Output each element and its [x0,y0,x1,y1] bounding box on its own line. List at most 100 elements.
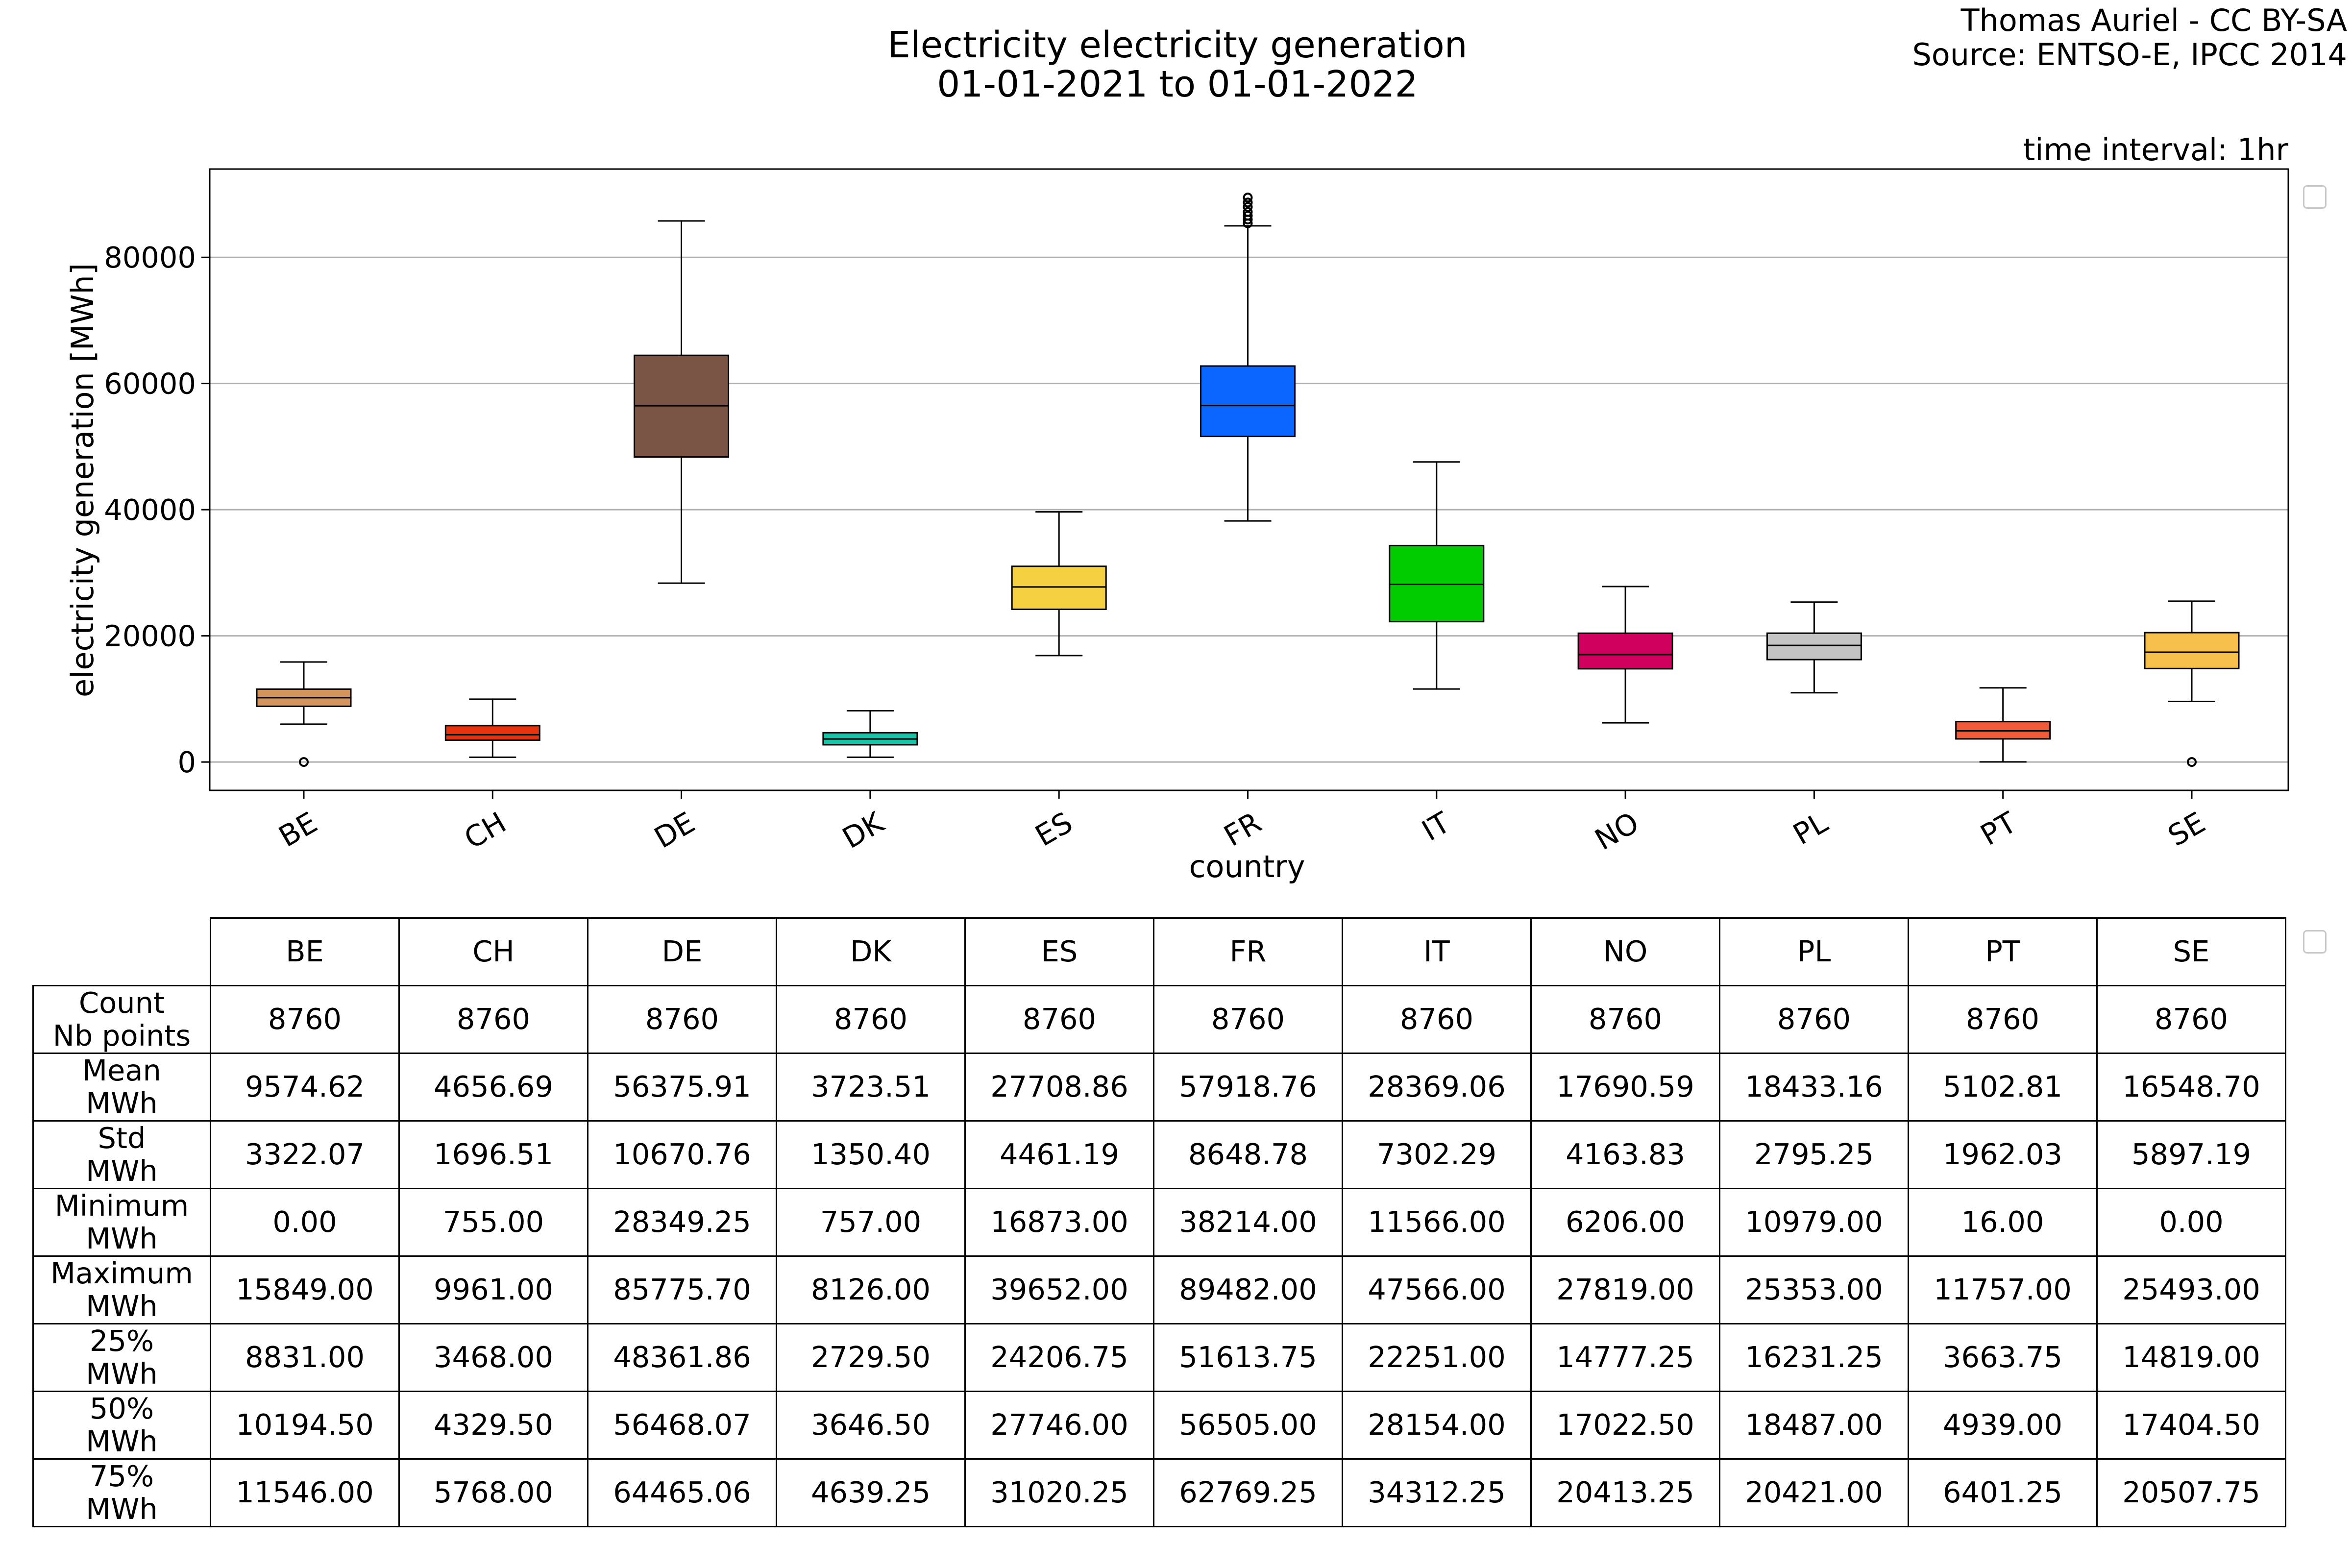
statistics-table: BE CH DE DK ES FR IT NO PL PT SE Count Nb points 876… [32,917,2286,1527]
row-header-metric: Maximum [50,1256,193,1291]
row-header: Count Nb points [32,985,211,1054]
box-BE [256,661,352,767]
table-cell: 22251.00 [1342,1323,1532,1392]
table-cell: 39652.00 [964,1255,1154,1324]
row-header-metric: 25% [89,1324,154,1358]
table-cell: 18433.16 [1719,1053,1909,1122]
table-cell: 8648.78 [1153,1120,1343,1189]
row-header: Maximum MWh [32,1255,211,1324]
y-gridlines [210,256,2288,763]
y-tick-label: 20000 [104,619,196,653]
y-tick-label: 0 [177,745,196,779]
x-tick-label: PT [1975,805,2022,852]
table-cell: 11757.00 [1908,1255,2098,1324]
table-cell: 48361.86 [587,1323,777,1392]
table-cell: 1962.03 [1908,1120,2098,1189]
table-cell: 8760 [2096,985,2286,1054]
y-tick-label: 40000 [104,493,196,527]
table-cell: 17404.50 [2096,1391,2286,1460]
boxes [256,193,2240,767]
column-header: BE [210,917,400,986]
table-cell: 16.00 [1908,1188,2098,1257]
box-IT [1389,461,1485,690]
column-header: PL [1719,917,1909,986]
row-header-unit: MWh [86,1356,158,1391]
column-header: FR [1153,917,1343,986]
row-header-metric: Std [98,1121,146,1155]
x-tick-label: CH [459,805,512,856]
x-tick-label: DK [837,805,890,855]
iqr-box [1389,544,1485,623]
x-tick-label: FR [1218,805,1267,853]
x-tick-label: DE [648,805,700,855]
iqr-box [1011,565,1107,610]
table-cell: 16873.00 [964,1188,1154,1257]
table-row: Minimum MWh 0.00 755.00 28349.25 757.00 16873.… [32,1188,2286,1257]
flier-point [1243,193,1253,203]
row-header-unit: MWh [86,1086,158,1120]
time-interval-label: time interval: 1hr [2023,132,2288,168]
table-cell: 5768.00 [398,1458,588,1527]
table-cell: 8760 [1908,985,2098,1054]
table-cell: 8760 [398,985,588,1054]
row-header-metric: Count [78,986,165,1020]
credit-source: Source: ENTSO-E, IPCC 2014 [1912,37,2347,73]
table-cell: 2729.50 [776,1323,966,1392]
table-cell: 25353.00 [1719,1255,1909,1324]
row-header-unit: MWh [86,1289,158,1323]
table-cell: 17022.50 [1530,1391,1720,1460]
table-cell: 24206.75 [964,1323,1154,1392]
table-cell: 757.00 [776,1188,966,1257]
row-header-metric: 50% [89,1392,154,1426]
table-cell: 18487.00 [1719,1391,1909,1460]
table-cell: 51613.75 [1153,1323,1343,1392]
table-cell: 9574.62 [210,1053,400,1122]
column-header: CH [398,917,588,986]
table-legend-checkbox[interactable] [2303,930,2327,954]
x-axis-ticks: BE CH DE DK ES FR IT NO PL PT SE [273,790,2211,857]
table-cell: 8760 [1719,985,1909,1054]
table-cell: 4461.19 [964,1120,1154,1189]
table-cell: 8760 [964,985,1154,1054]
chart-title-line1: Electricity electricity generation [887,24,1467,66]
table-cell: 62769.25 [1153,1458,1343,1527]
table-cell: 10670.76 [587,1120,777,1189]
credit-author: Thomas Auriel - CC BY-SA [1960,2,2347,38]
table-cell: 8760 [776,985,966,1054]
table-cell: 89482.00 [1153,1255,1343,1324]
table-cell: 15849.00 [210,1255,400,1324]
y-axis-label: electricity generation [MWh] [65,263,100,697]
iqr-box [1577,632,1673,670]
table-cell: 8760 [210,985,400,1054]
chart-legend-checkbox[interactable] [2303,185,2327,209]
table-row: 25% MWh 8831.00 3468.00 48361.86 2729.50 24206… [32,1323,2286,1392]
row-header: Minimum MWh [32,1188,211,1257]
table-cell: 14819.00 [2096,1323,2286,1392]
table-cell: 56468.07 [587,1391,777,1460]
table-cell: 28154.00 [1342,1391,1532,1460]
table-cell: 3723.51 [776,1053,966,1122]
plot-area-frame [209,168,2289,791]
row-header-unit: Nb points [52,1018,191,1053]
iqr-box [444,725,540,741]
box-SE [2144,600,2240,767]
table-row: 75% MWh 11546.00 5768.00 64465.06 4639.25 3102… [32,1458,2286,1527]
row-header-unit: MWh [86,1492,158,1526]
table-cell: 1350.40 [776,1120,966,1189]
table-cell: 8760 [1530,985,1720,1054]
table-cell: 25493.00 [2096,1255,2286,1324]
table-cell: 20421.00 [1719,1458,1909,1527]
table-cell: 755.00 [398,1188,588,1257]
column-header: IT [1342,917,1532,986]
table-cell: 3663.75 [1908,1323,2098,1392]
box-DK [822,710,918,758]
table-cell: 4163.83 [1530,1120,1720,1189]
column-header: ES [964,917,1154,986]
x-tick-label: ES [1029,805,1078,853]
table-cell: 20507.75 [2096,1458,2286,1527]
x-axis-label: country [1189,849,1305,884]
box-NO [1577,586,1673,724]
iqr-box [2144,632,2240,669]
flier-point [2187,757,2197,767]
table-header-row: BE CH DE DK ES FR IT NO PL PT SE [33,917,2286,986]
